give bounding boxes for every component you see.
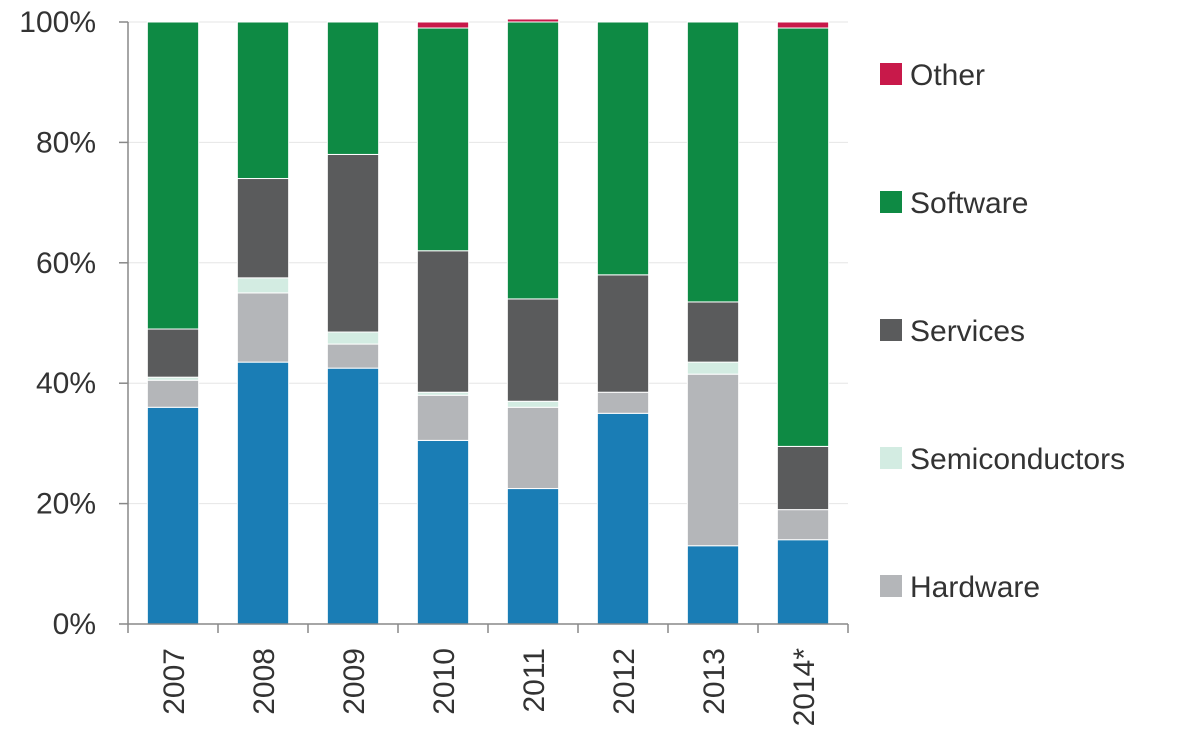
x-tick-label: 2007 bbox=[158, 648, 191, 715]
x-tick-label: 2012 bbox=[608, 648, 641, 715]
grid-lines bbox=[128, 21, 848, 505]
bar-segment bbox=[686, 373, 740, 547]
bar-segment bbox=[326, 343, 380, 369]
bar-segment bbox=[596, 412, 650, 625]
bar-segment bbox=[776, 21, 830, 29]
legend-swatch bbox=[880, 447, 902, 469]
bar-segment bbox=[236, 21, 290, 180]
x-tick-label: 2013 bbox=[698, 648, 731, 715]
bar-segment bbox=[506, 488, 560, 625]
y-tick-label: 20% bbox=[36, 488, 96, 521]
y-tick-label: 80% bbox=[36, 126, 96, 159]
bar-segment bbox=[146, 406, 200, 625]
legend-swatch bbox=[880, 575, 902, 597]
bar-segment bbox=[326, 21, 380, 155]
legend-swatch bbox=[880, 191, 902, 213]
bar-segment bbox=[776, 539, 830, 625]
bar-segment bbox=[146, 21, 200, 330]
bar-segment bbox=[596, 391, 650, 414]
bar-segment bbox=[326, 153, 380, 333]
bar-segment bbox=[326, 331, 380, 345]
x-tick-label: 2008 bbox=[248, 648, 281, 715]
bar-segment bbox=[686, 545, 740, 625]
legend-item: Services bbox=[880, 315, 1025, 348]
legend-item: Hardware bbox=[880, 571, 1040, 604]
legend-swatch bbox=[880, 63, 902, 85]
bar-segment bbox=[146, 379, 200, 408]
bar-segment bbox=[776, 445, 830, 511]
bar-segment bbox=[506, 18, 560, 23]
bar-segment bbox=[506, 400, 560, 408]
bar-segment bbox=[146, 328, 200, 378]
bar-segment bbox=[506, 21, 560, 300]
legend-label: Services bbox=[910, 315, 1025, 348]
bar-segment bbox=[416, 27, 470, 252]
legend-item: Semiconductors bbox=[880, 443, 1125, 476]
bar-segment bbox=[506, 298, 560, 402]
y-tick-label: 100% bbox=[19, 6, 96, 39]
bar-segment bbox=[776, 27, 830, 447]
legend-label: Other bbox=[910, 59, 985, 92]
x-tick-label: 2009 bbox=[338, 648, 371, 715]
bar-segment bbox=[686, 21, 740, 303]
bar-segment bbox=[236, 361, 290, 625]
legend-item: Other bbox=[880, 59, 985, 92]
bar-segment bbox=[416, 439, 470, 625]
legend-label: Hardware bbox=[910, 571, 1040, 604]
x-tick-label: 2014* bbox=[788, 648, 821, 727]
bar-segment bbox=[506, 406, 560, 490]
bar-segment bbox=[686, 361, 740, 375]
bar-segment bbox=[596, 21, 650, 276]
bar-segment bbox=[596, 274, 650, 393]
legend-label: Semiconductors bbox=[910, 443, 1125, 476]
x-tick-label: 2010 bbox=[428, 648, 461, 715]
bar-segment bbox=[236, 178, 290, 279]
bar-segment bbox=[416, 21, 470, 29]
bar-segment bbox=[326, 367, 380, 625]
x-tick-label: 2011 bbox=[518, 648, 551, 713]
bar-segment bbox=[416, 394, 470, 441]
bar-segment bbox=[686, 301, 740, 363]
bar-segment bbox=[236, 277, 290, 294]
y-tick-label: 0% bbox=[53, 608, 96, 641]
y-tick-label: 60% bbox=[36, 247, 96, 280]
bar-segment bbox=[416, 250, 470, 393]
bar-segment bbox=[776, 509, 830, 541]
legend-label: Software bbox=[910, 187, 1028, 220]
legend-item: Software bbox=[880, 187, 1028, 220]
bar-segment bbox=[236, 292, 290, 363]
axes: 0% 20% 40% 60% 80% 100% 2007 2008 2009 2010 2011 20… bbox=[19, 6, 849, 727]
legend-swatch bbox=[880, 319, 902, 341]
bars bbox=[146, 18, 830, 625]
y-tick-label: 40% bbox=[36, 367, 96, 400]
legend: Other Software Services Semiconductors Hardw… bbox=[880, 59, 1125, 604]
